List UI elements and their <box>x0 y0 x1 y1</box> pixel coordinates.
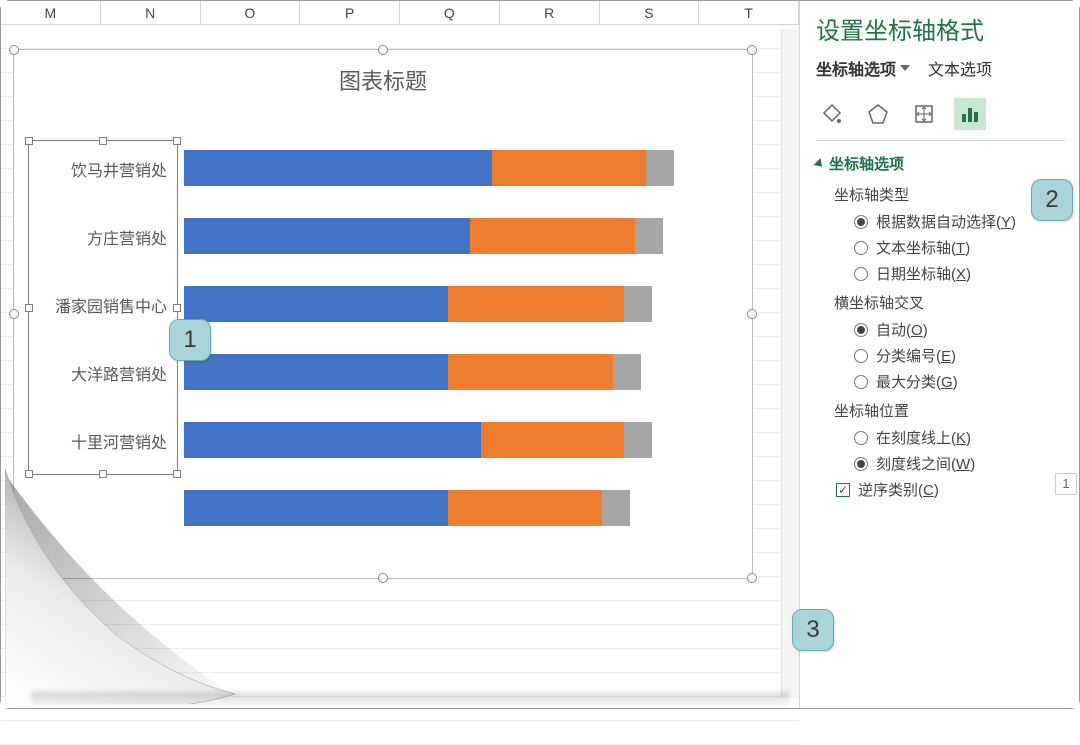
bar-segment[interactable] <box>448 490 602 526</box>
page-number-box: 1 <box>1055 473 1077 495</box>
bar-segment[interactable] <box>635 218 663 254</box>
radio-icon <box>854 215 868 229</box>
bar-row[interactable] <box>184 354 641 390</box>
radio-icon <box>854 375 868 389</box>
bar-segment[interactable] <box>184 422 481 458</box>
column-header[interactable]: M <box>1 1 101 24</box>
bar-segment[interactable] <box>470 218 635 254</box>
bar-segment[interactable] <box>481 422 624 458</box>
plot-area[interactable] <box>184 140 732 570</box>
radio-date-axis[interactable]: 日期坐标轴(X) <box>854 263 1065 284</box>
checkbox-label: 逆序类别(C) <box>858 479 939 500</box>
section-axis-options[interactable]: 坐标轴选项 <box>816 153 1065 174</box>
column-header[interactable]: Q <box>400 1 500 24</box>
bar-row[interactable] <box>184 422 652 458</box>
checkbox-reverse-order[interactable]: ✓ 逆序类别(C) <box>836 479 1065 500</box>
worksheet-area: MNOPQRST 图表标题 饮马井营销处方庄营销处潘家园销售中心大洋路营销处十里… <box>1 1 799 708</box>
radio-label: 自动(O) <box>876 319 928 340</box>
radio-cross-auto[interactable]: 自动(O) <box>854 319 1065 340</box>
fill-line-icon[interactable] <box>816 98 848 130</box>
bar-segment[interactable] <box>613 354 641 390</box>
dropdown-icon <box>900 65 910 71</box>
bar-row[interactable] <box>184 150 674 186</box>
bar-segment[interactable] <box>448 354 613 390</box>
chart-object[interactable]: 图表标题 饮马井营销处方庄营销处潘家园销售中心大洋路营销处十里河营销处 <box>13 49 753 579</box>
column-header[interactable]: T <box>699 1 799 24</box>
radio-cross-category[interactable]: 分类编号(E) <box>854 345 1065 366</box>
radio-on-tick[interactable]: 在刻度线上(K) <box>854 427 1065 448</box>
size-properties-icon[interactable] <box>908 98 940 130</box>
tab-axis-label: 坐标轴选项 <box>816 56 896 80</box>
radio-label: 分类编号(E) <box>876 345 956 366</box>
radio-icon <box>854 323 868 337</box>
category-label: 方庄营销处 <box>87 225 167 249</box>
column-headers: MNOPQRST <box>1 1 799 25</box>
checkbox-icon: ✓ <box>836 483 850 497</box>
radio-icon <box>854 241 868 255</box>
resize-handle[interactable] <box>747 309 757 319</box>
scrollbar-stub[interactable] <box>781 29 799 698</box>
pane-title: 设置坐标轴格式 <box>816 11 1065 46</box>
callout-badge-1: 1 <box>169 319 211 361</box>
radio-label: 日期坐标轴(X) <box>876 263 971 284</box>
radio-icon <box>854 349 868 363</box>
bar-segment[interactable] <box>184 150 492 186</box>
category-label: 大洋路营销处 <box>71 361 167 385</box>
radio-label: 刻度线之间(W) <box>876 453 975 474</box>
radio-cross-max[interactable]: 最大分类(G) <box>854 371 1065 392</box>
bar-segment[interactable] <box>602 490 630 526</box>
format-category-icons <box>816 92 1065 141</box>
column-header[interactable]: O <box>201 1 301 24</box>
group-axis-cross: 横坐标轴交叉 <box>834 292 1065 313</box>
radio-icon <box>854 267 868 281</box>
column-header[interactable]: S <box>600 1 700 24</box>
resize-handle[interactable] <box>9 45 19 55</box>
category-label: 潘家园销售中心 <box>55 293 167 317</box>
section-label: 坐标轴选项 <box>829 153 904 174</box>
bar-segment[interactable] <box>492 150 646 186</box>
category-axis-selection[interactable]: 饮马井营销处方庄营销处潘家园销售中心大洋路营销处十里河营销处 <box>28 140 178 475</box>
chart-title[interactable]: 图表标题 <box>14 50 752 104</box>
radio-text-axis[interactable]: 文本坐标轴(T) <box>854 237 1065 258</box>
bar-segment[interactable] <box>184 286 448 322</box>
tab-axis-options[interactable]: 坐标轴选项 <box>816 56 910 80</box>
group-axis-position: 坐标轴位置 <box>834 400 1065 421</box>
bar-row[interactable] <box>184 218 663 254</box>
bar-segment[interactable] <box>184 354 448 390</box>
resize-handle[interactable] <box>378 573 388 583</box>
callout-badge-2: 2 <box>1031 179 1073 221</box>
column-header[interactable]: R <box>500 1 600 24</box>
axis-options-icon[interactable] <box>954 98 986 130</box>
radio-label: 根据数据自动选择(Y) <box>876 211 1016 232</box>
resize-handle[interactable] <box>378 45 388 55</box>
resize-handle[interactable] <box>9 309 19 319</box>
bar-row[interactable] <box>184 490 630 526</box>
bar-segment[interactable] <box>184 218 470 254</box>
bar-segment[interactable] <box>624 422 652 458</box>
bar-segment[interactable] <box>184 490 448 526</box>
bar-segment[interactable] <box>624 286 652 322</box>
callout-badge-3: 3 <box>792 609 834 651</box>
radio-icon <box>854 431 868 445</box>
radio-label: 最大分类(G) <box>876 371 958 392</box>
resize-handle[interactable] <box>747 573 757 583</box>
bar-row[interactable] <box>184 286 652 322</box>
bar-segment[interactable] <box>646 150 674 186</box>
category-label: 饮马井营销处 <box>71 157 167 181</box>
effects-icon[interactable] <box>862 98 894 130</box>
format-axis-pane: 设置坐标轴格式 坐标轴选项 文本选项 坐标轴选项 <box>799 1 1079 708</box>
column-header[interactable]: P <box>300 1 400 24</box>
resize-handle[interactable] <box>747 45 757 55</box>
radio-label: 文本坐标轴(T) <box>876 237 970 258</box>
column-header[interactable]: N <box>101 1 201 24</box>
category-label: 十里河营销处 <box>71 429 167 453</box>
resize-handle[interactable] <box>9 573 19 583</box>
radio-icon <box>854 457 868 471</box>
bar-segment[interactable] <box>448 286 624 322</box>
tab-text-options[interactable]: 文本选项 <box>928 56 992 80</box>
radio-label: 在刻度线上(K) <box>876 427 971 448</box>
expand-icon <box>813 157 825 169</box>
radio-between-tick[interactable]: 刻度线之间(W) <box>854 453 1065 474</box>
